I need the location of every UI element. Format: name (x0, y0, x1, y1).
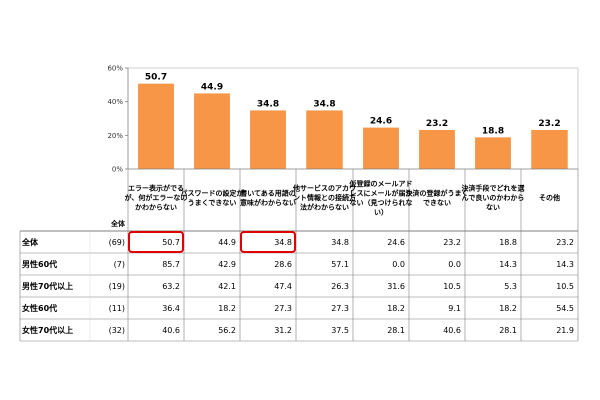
category-header: い） (374, 208, 388, 216)
category-header: レスにメールが届か (350, 188, 413, 197)
bar-data-label: 50.7 (145, 73, 167, 83)
row-label: 女性60代 (22, 303, 57, 313)
row-label: 男性60代 (22, 259, 57, 269)
table-cell: 31.2 (274, 326, 292, 335)
table-cell: 14.3 (556, 260, 574, 269)
table-cell: 18.2 (387, 304, 405, 313)
category-header: 書いてある用語の (240, 188, 296, 197)
category-header: 他サービスのアカウ (292, 184, 356, 193)
row-label: 全体 (21, 237, 39, 247)
category-header: 仮登録のメールアド (349, 179, 413, 188)
row-n: (32) (109, 326, 125, 335)
total-header: 全体 (110, 219, 126, 228)
category-header: 意味がわからない (240, 198, 296, 207)
table-cell: 63.2 (162, 282, 180, 291)
table-cell: 27.3 (274, 304, 292, 313)
bar-data-label: 44.9 (201, 82, 223, 92)
table-cell: 18.8 (499, 238, 517, 247)
row-n: (19) (109, 282, 125, 291)
table-cell: 14.3 (499, 260, 517, 269)
table-cell: 0.0 (392, 260, 405, 269)
category-header: エラー表示がでる (128, 184, 184, 193)
bar (250, 110, 286, 169)
bar (363, 127, 399, 169)
table-cell: 85.7 (162, 260, 180, 269)
bar (306, 110, 343, 169)
table-cell: 40.6 (443, 326, 461, 335)
table-cell: 57.1 (331, 260, 349, 269)
category-header: うまくできない (188, 198, 237, 207)
table-cell: 23.2 (443, 238, 461, 247)
category-header: その他 (539, 193, 560, 202)
table-cell: 10.5 (556, 282, 574, 291)
bar (475, 137, 511, 169)
table-cell: 42.1 (218, 282, 236, 291)
table-cell: 34.8 (331, 238, 349, 247)
table-cell: 10.5 (443, 282, 461, 291)
category-header: 法がわからない (300, 203, 349, 212)
category-header: 決済の登録がうまく (406, 188, 469, 197)
row-label: 男性70代以上 (22, 281, 73, 291)
y-tick-label: 40% (107, 98, 123, 106)
category-header: かわからない (135, 203, 177, 212)
table-cell: 27.3 (331, 304, 349, 313)
table-cell: 26.3 (331, 282, 349, 291)
table-cell: 24.6 (387, 238, 405, 247)
row-label: 女性70代以上 (22, 325, 73, 335)
table-cell: 36.4 (162, 304, 180, 313)
bar-data-label: 34.8 (257, 99, 279, 109)
table-cell: 42.9 (218, 260, 236, 269)
table-cell: 28.1 (499, 326, 517, 335)
bar (194, 93, 230, 169)
y-tick-label: 0% (112, 166, 123, 174)
bar-data-label: 23.2 (426, 119, 448, 129)
table-cell: 54.5 (556, 304, 574, 313)
category-header: ント情報との接続方 (293, 193, 356, 202)
bar-data-label: 24.6 (370, 117, 392, 127)
bar-data-label: 23.2 (538, 119, 560, 129)
category-header: できない (423, 198, 451, 207)
category-header: パスワードの設定が (181, 188, 244, 197)
table-cell: 40.6 (162, 326, 180, 335)
row-n: (69) (109, 238, 125, 247)
table-cell: 56.2 (218, 326, 236, 335)
bar (531, 129, 568, 169)
category-header: ない (486, 203, 500, 212)
table-cell: 23.2 (556, 238, 574, 247)
category-header: んで良いのかわから (462, 193, 525, 202)
table-cell: 21.9 (556, 326, 574, 335)
table-cell: 28.1 (387, 326, 405, 335)
y-tick-label: 60% (107, 65, 123, 73)
highlight-box (128, 231, 184, 253)
row-n: (11) (109, 304, 125, 313)
category-header: 決済手段でどれを選 (462, 184, 525, 193)
category-header: が、何がエラーなの (125, 193, 188, 202)
table-cell: 47.4 (274, 282, 292, 291)
category-header: ない（見つけられな (350, 198, 413, 207)
highlight-box (240, 231, 296, 253)
table-cell: 18.2 (499, 304, 517, 313)
y-tick-label: 20% (107, 132, 123, 140)
table-cell: 0.0 (448, 260, 461, 269)
table-cell: 31.6 (387, 282, 405, 291)
table-cell: 9.1 (448, 304, 461, 313)
table-cell: 18.2 (218, 304, 236, 313)
table-cell: 44.9 (218, 238, 236, 247)
table-cell: 50.7 (162, 238, 180, 247)
table-cell: 28.6 (274, 260, 292, 269)
bar (419, 129, 455, 169)
bar-data-label: 18.8 (482, 126, 504, 136)
row-n: (7) (114, 260, 125, 269)
table-cell: 5.3 (504, 282, 517, 291)
bar-data-label: 34.8 (313, 99, 335, 109)
table-cell: 34.8 (274, 238, 292, 247)
bar (138, 83, 174, 169)
table-cell: 37.5 (331, 326, 349, 335)
